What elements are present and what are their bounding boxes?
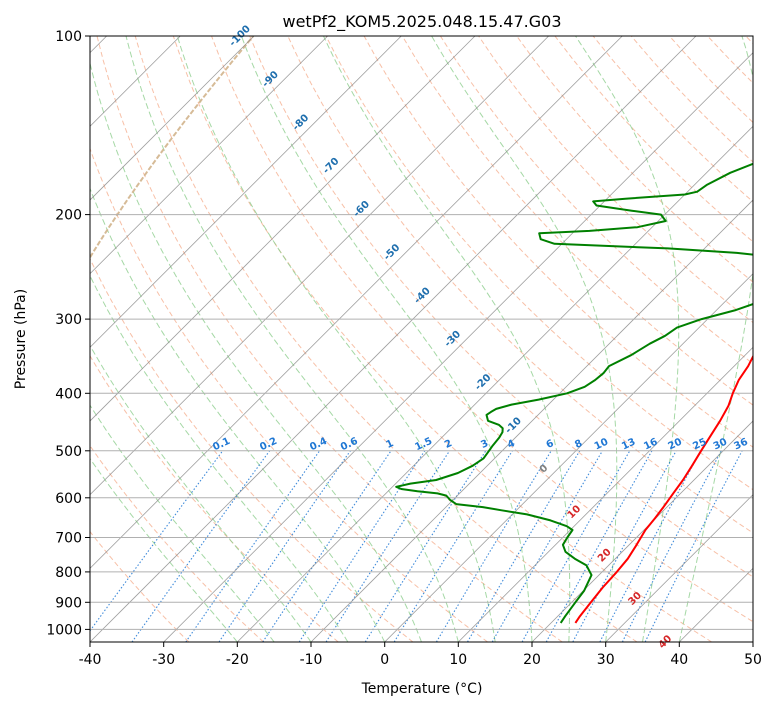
x-tick-label: -10 — [300, 652, 323, 668]
y-tick-label: 500 — [55, 444, 82, 460]
y-tick-label: 1000 — [46, 622, 82, 638]
x-tick-label: -30 — [152, 652, 175, 668]
x-tick-label: 10 — [449, 652, 467, 668]
y-axis-label: Pressure (hPa) — [13, 289, 29, 389]
x-tick-label: 20 — [523, 652, 541, 668]
x-axis-label: Temperature (°C) — [361, 681, 483, 697]
y-tick-label: 700 — [55, 531, 82, 547]
y-tick-label: 900 — [55, 595, 82, 611]
x-tick-label: 40 — [670, 652, 688, 668]
plot-area — [90, 36, 753, 642]
y-tick-label: 100 — [55, 29, 82, 45]
y-tick-label: 300 — [55, 312, 82, 328]
x-tick-label: 30 — [597, 652, 615, 668]
x-tick-label: 50 — [744, 652, 762, 668]
y-tick-label: 200 — [55, 208, 82, 224]
chart-title: wetPf2_KOM5.2025.048.15.47.G03 — [282, 12, 561, 32]
y-tick-label: 600 — [55, 491, 82, 507]
x-tick-label: 0 — [380, 652, 389, 668]
y-tick-label: 400 — [55, 386, 82, 402]
x-tick-label: -20 — [226, 652, 249, 668]
x-tick-label: -40 — [79, 652, 102, 668]
y-tick-label: 800 — [55, 565, 82, 581]
